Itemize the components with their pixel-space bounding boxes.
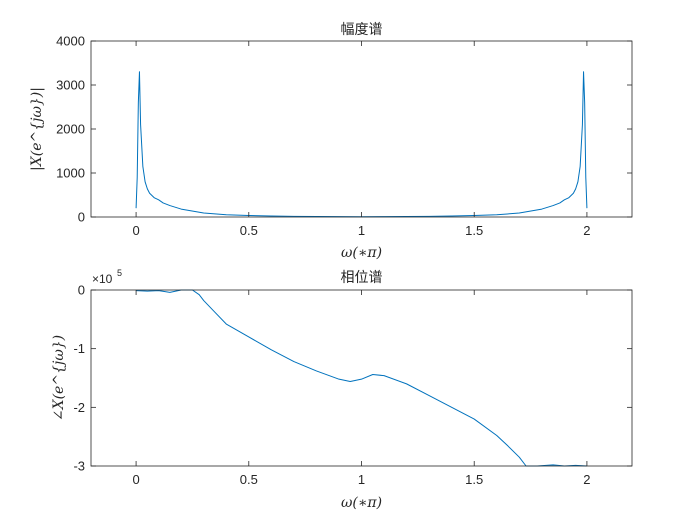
phase-xtick-label: 1 <box>358 472 365 487</box>
phase-exponent: ×10 5 <box>92 268 122 286</box>
phase-plot: 0 0.5 1 1.5 2 0 -1 -2 -3 相位谱 ω(∗π) ∠X(e^{jω}) ×1… <box>51 268 633 511</box>
phase-xtick-label: 0.5 <box>240 472 258 487</box>
phase-xtick-label: 0 <box>132 472 139 487</box>
magnitude-plot: 0 0.5 1 1.5 2 0 1000 2000 3000 4000 幅度谱 ω(∗π) |X(… <box>29 22 633 261</box>
magnitude-ytick-label: 2000 <box>56 122 85 137</box>
magnitude-axes-area <box>91 41 632 217</box>
magnitude-xtick-label: 0.5 <box>240 223 258 238</box>
phase-ytick-label: 0 <box>78 283 85 298</box>
watermark: 知乎 @Summer Song <box>485 485 662 505</box>
phase-ticks: 0 0.5 1 1.5 2 0 -1 -2 -3 <box>73 283 632 487</box>
phase-xtick-label: 1.5 <box>465 472 483 487</box>
phase-ylabel: ∠X(e^{jω}) <box>51 335 67 421</box>
magnitude-ytick-label: 4000 <box>56 34 85 49</box>
magnitude-xtick-label: 2 <box>583 223 590 238</box>
phase-exponent-power: 5 <box>117 268 122 278</box>
phase-ytick-label: -1 <box>73 341 85 356</box>
phase-xtick-label: 2 <box>583 472 590 487</box>
magnitude-ytick-label: 1000 <box>56 166 85 181</box>
magnitude-ylabel: |X(e^{jω})| <box>29 87 45 171</box>
magnitude-ytick-label: 3000 <box>56 78 85 93</box>
magnitude-xtick-label: 1 <box>358 223 365 238</box>
magnitude-ticks: 0 0.5 1 1.5 2 0 1000 2000 3000 4000 <box>56 34 632 238</box>
phase-exponent-base: ×10 <box>92 272 113 286</box>
phase-ytick-label: -2 <box>73 400 85 415</box>
magnitude-xtick-label: 0 <box>132 223 139 238</box>
phase-axes-area <box>91 290 632 466</box>
phase-ytick-label: -3 <box>73 459 85 474</box>
phase-xlabel: ω(∗π) <box>341 495 382 511</box>
magnitude-xlabel: ω(∗π) <box>341 245 382 261</box>
magnitude-ytick-label: 0 <box>78 210 85 225</box>
phase-title: 相位谱 <box>341 270 383 286</box>
phase-series-line <box>136 289 587 467</box>
phase-data-layer <box>136 289 587 467</box>
magnitude-xtick-label: 1.5 <box>465 223 483 238</box>
magnitude-title: 幅度谱 <box>341 22 383 38</box>
